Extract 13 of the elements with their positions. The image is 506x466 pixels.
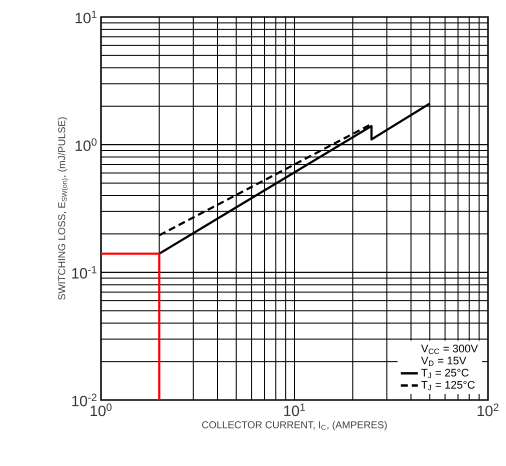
- x-tick-label: 10$^{2}$: [478, 404, 498, 416]
- annotation: V$_{D}$ = 15V: [421, 356, 466, 366]
- x-tick-label: 10$^{1}$: [284, 404, 305, 416]
- legend-label: T$_{J}$ = 25°C: [421, 368, 469, 378]
- y-tick-label: 10$^{0}$: [76, 138, 97, 151]
- x-axis-title: COLLECTOR CURRENT, I$_{C}$, (AMPERES): [202, 421, 387, 430]
- y-tick-label: 10$^{-1}$: [72, 266, 96, 279]
- annotation: V$_{CC}$ = 300V: [421, 344, 478, 354]
- legend-label: T$_{J}$ = 125°C: [421, 380, 475, 390]
- y-tick-label: 10$^{1}$: [76, 10, 96, 24]
- y-axis-title: SWITCHING LOSS, E$_{SW(on)}$, (mJ/PULSE): [58, 117, 68, 300]
- x-tick-label: 10$^{0}$: [90, 404, 112, 416]
- y-tick-label: 10$^{-2}$: [72, 394, 96, 406]
